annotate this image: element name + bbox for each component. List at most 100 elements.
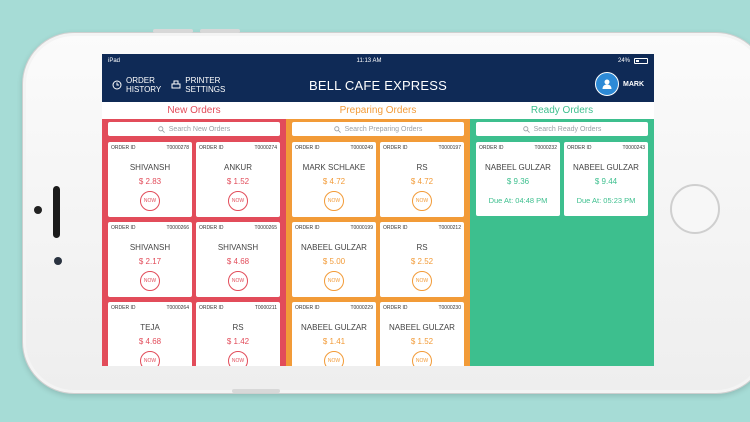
order-id: T0000266	[166, 225, 189, 231]
order-id: T0000274	[254, 145, 277, 151]
new-orders-search-input[interactable]: Search New Orders	[108, 122, 280, 136]
order-price: $ 4.68	[138, 337, 162, 346]
preparing-orders-grid: ORDER ID T0000249 MARK SCHLAKE $ 4.72 NOW OR…	[289, 142, 467, 366]
order-card[interactable]: ORDER ID T0000229 NABEEL GULZAR $ 1.41 NOW	[292, 302, 376, 366]
user-menu[interactable]: MARK	[595, 72, 644, 96]
now-button[interactable]: NOW	[412, 271, 432, 291]
printer-settings-button[interactable]: PRINTER SETTINGS	[171, 76, 225, 94]
order-id-label: ORDER ID	[567, 145, 592, 151]
order-id-label: ORDER ID	[199, 305, 224, 311]
power-button	[232, 389, 280, 393]
preparing-orders-search-input[interactable]: Search Preparing Orders	[292, 122, 464, 136]
printer-settings-label: PRINTER SETTINGS	[185, 76, 226, 94]
order-card[interactable]: ORDER ID T0000211 RS $ 1.42 NOW	[196, 302, 280, 366]
order-history-button[interactable]: ORDER HISTORY	[112, 76, 161, 94]
status-time: 11:13 AM	[356, 58, 382, 64]
order-id: T0000197	[438, 145, 461, 151]
order-price: $ 9.36	[506, 177, 530, 186]
now-button[interactable]: NOW	[412, 351, 432, 366]
now-button[interactable]: NOW	[324, 271, 344, 291]
order-card[interactable]: ORDER ID T0000278 SHIVANSH $ 2.83 NOW	[108, 142, 192, 217]
customer-name: NABEEL GULZAR	[301, 323, 367, 332]
avatar	[595, 72, 619, 96]
order-price: $ 2.52	[410, 257, 434, 266]
battery-icon	[634, 58, 648, 64]
due-time: Due At: 04:48 PM	[488, 196, 548, 205]
order-price: $ 1.52	[410, 337, 434, 346]
customer-name: ANKUR	[223, 163, 252, 172]
order-price: $ 5.00	[322, 257, 346, 266]
ready-orders-search-input[interactable]: Search Ready Orders	[476, 122, 648, 136]
order-card[interactable]: ORDER ID T0000243 NABEEL GULZAR $ 9.44 Due A…	[564, 142, 648, 216]
order-card[interactable]: ORDER ID T0000265 SHIVANSH $ 4.68 NOW	[196, 222, 280, 297]
now-button[interactable]: NOW	[324, 351, 344, 366]
now-button[interactable]: NOW	[140, 351, 160, 366]
new-orders-title: New Orders	[102, 102, 286, 119]
customer-name: NABEEL GULZAR	[573, 163, 639, 172]
now-button[interactable]: NOW	[140, 191, 160, 211]
due-time: Due At: 05:23 PM	[576, 196, 636, 205]
order-id: T0000199	[350, 225, 373, 231]
customer-name: SHIVANSH	[129, 163, 171, 172]
order-card[interactable]: ORDER ID T0000212 RS $ 2.52 NOW	[380, 222, 464, 297]
device-label: iPad	[108, 58, 121, 64]
volume-down-button	[200, 29, 240, 33]
new-orders-column: New Orders Search New Orders ORDER ID T00…	[102, 102, 286, 366]
home-button[interactable]	[670, 184, 720, 234]
preparing-orders-body: Search Preparing Orders ORDER ID T0000249…	[286, 119, 470, 366]
customer-name: RS	[416, 243, 428, 252]
now-button[interactable]: NOW	[228, 271, 248, 291]
order-price: $ 4.72	[322, 177, 346, 186]
search-icon	[333, 125, 341, 133]
order-price: $ 1.42	[226, 337, 250, 346]
customer-name: NABEEL GULZAR	[485, 163, 551, 172]
status-right: 24%	[618, 58, 648, 64]
order-id-label: ORDER ID	[295, 225, 320, 231]
order-price: $ 1.52	[226, 177, 250, 186]
customer-name: SHIVANSH	[217, 243, 259, 252]
clock-icon	[112, 80, 122, 90]
order-id: T0000278	[166, 145, 189, 151]
now-button[interactable]: NOW	[324, 191, 344, 211]
order-id-label: ORDER ID	[111, 305, 136, 311]
search-placeholder: Search Preparing Orders	[344, 125, 423, 133]
order-card[interactable]: ORDER ID T0000274 ANKUR $ 1.52 NOW	[196, 142, 280, 217]
order-id-label: ORDER ID	[199, 145, 224, 151]
now-button[interactable]: NOW	[140, 271, 160, 291]
order-card[interactable]: ORDER ID T0000199 NABEEL GULZAR $ 5.00 NOW	[292, 222, 376, 297]
now-button[interactable]: NOW	[228, 351, 248, 366]
customer-name: NABEEL GULZAR	[389, 323, 455, 332]
order-id-label: ORDER ID	[111, 145, 136, 151]
now-button[interactable]: NOW	[412, 191, 432, 211]
order-id-label: ORDER ID	[111, 225, 136, 231]
preparing-orders-title: Preparing Orders	[286, 102, 470, 119]
order-card[interactable]: ORDER ID T0000266 SHIVANSH $ 2.17 NOW	[108, 222, 192, 297]
order-id: T0000229	[350, 305, 373, 311]
top-navbar: ORDER HISTORY PRINTER SETTINGS BELL CAFE…	[102, 68, 654, 102]
customer-name: NABEEL GULZAR	[301, 243, 367, 252]
order-price: $ 4.72	[410, 177, 434, 186]
order-card[interactable]: ORDER ID T0000264 TEJA $ 4.68 NOW	[108, 302, 192, 366]
order-card[interactable]: ORDER ID T0000230 NABEEL GULZAR $ 1.52 NOW	[380, 302, 464, 366]
status-bar: iPad 11:13 AM 24%	[102, 54, 654, 68]
front-camera	[34, 206, 42, 214]
order-columns: New Orders Search New Orders ORDER ID T00…	[102, 102, 654, 366]
order-id: T0000232	[534, 145, 557, 151]
customer-name: MARK SCHLAKE	[302, 163, 366, 172]
order-id: T0000264	[166, 305, 189, 311]
order-id-label: ORDER ID	[199, 225, 224, 231]
order-card[interactable]: ORDER ID T0000197 RS $ 4.72 NOW	[380, 142, 464, 217]
order-price: $ 9.44	[594, 177, 618, 186]
order-id: T0000243	[622, 145, 645, 151]
ready-orders-grid: ORDER ID T0000232 NABEEL GULZAR $ 9.36 Due A…	[473, 142, 651, 216]
new-orders-body: Search New Orders ORDER ID T0000278 SHIVAN…	[102, 119, 286, 366]
order-price: $ 2.83	[138, 177, 162, 186]
order-id-label: ORDER ID	[383, 305, 408, 311]
order-card[interactable]: ORDER ID T0000249 MARK SCHLAKE $ 4.72 NOW	[292, 142, 376, 217]
order-id: T0000249	[350, 145, 373, 151]
search-icon	[522, 125, 530, 133]
order-price: $ 2.17	[138, 257, 162, 266]
order-id: T0000265	[254, 225, 277, 231]
now-button[interactable]: NOW	[228, 191, 248, 211]
order-card[interactable]: ORDER ID T0000232 NABEEL GULZAR $ 9.36 Due A…	[476, 142, 560, 216]
